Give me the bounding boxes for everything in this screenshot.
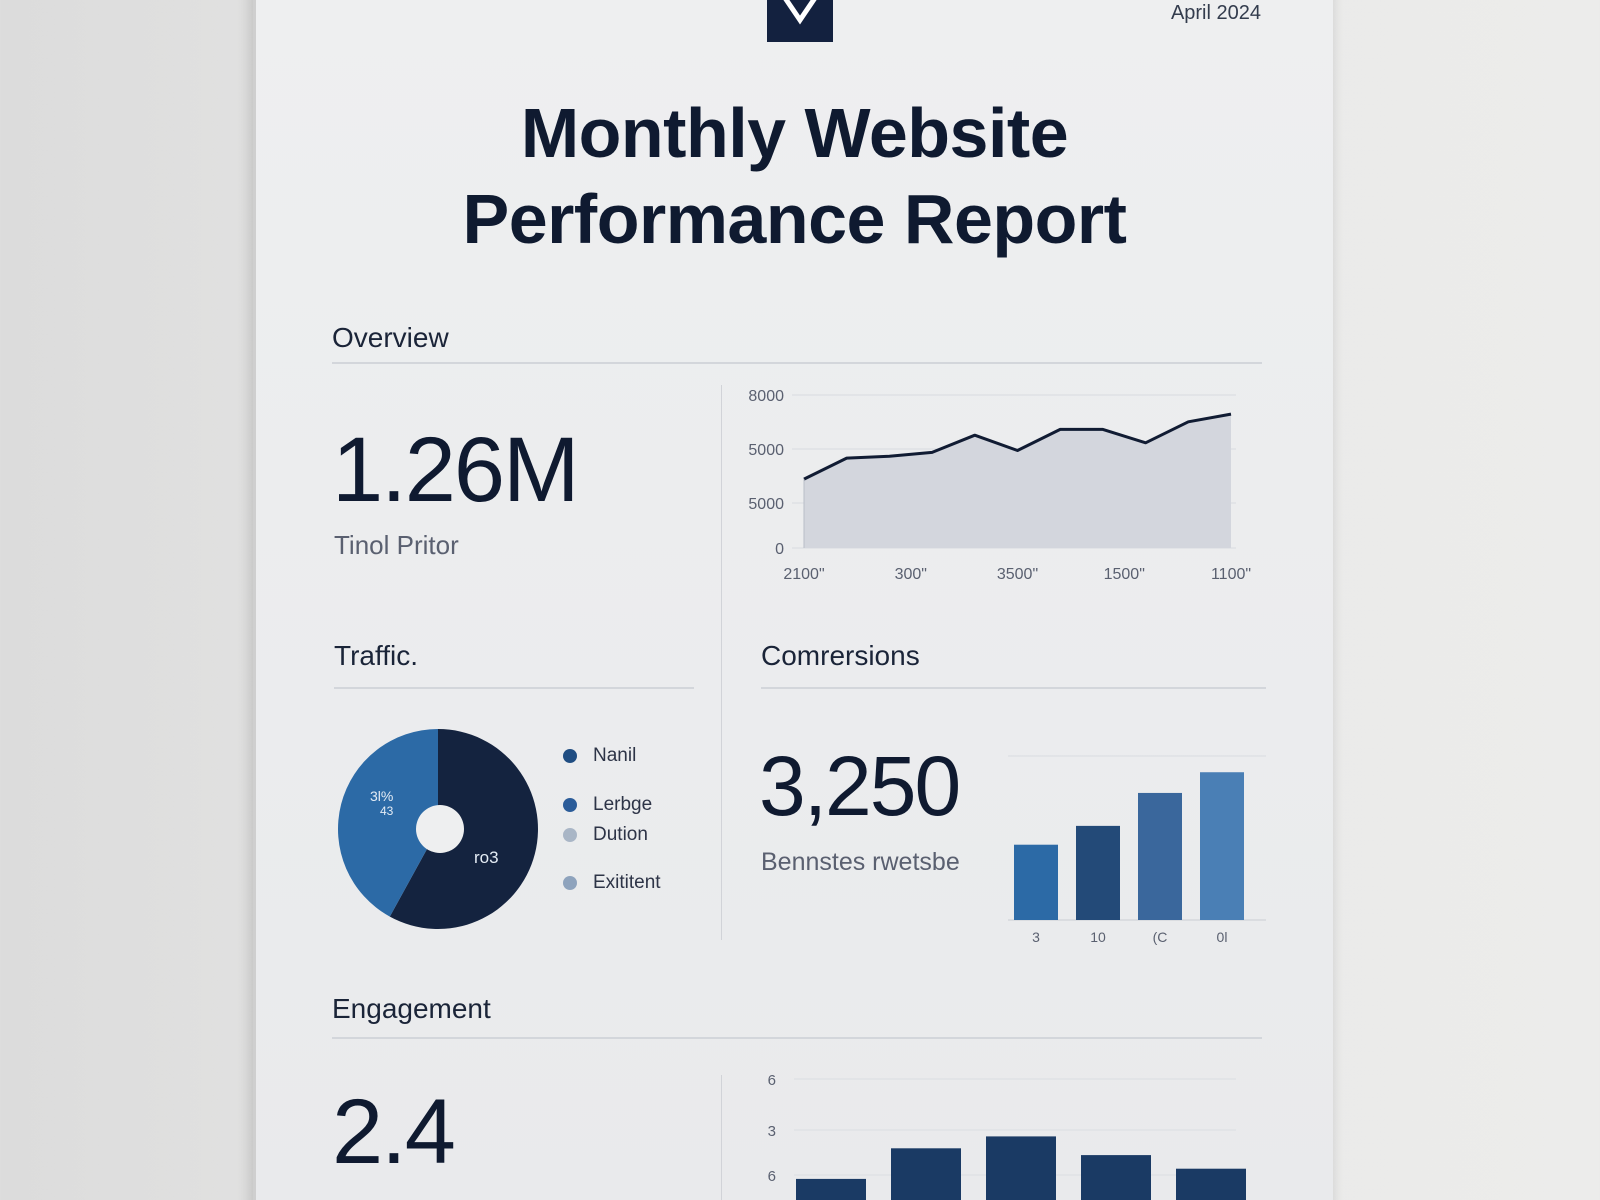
pie-label-right: ro3 [474, 848, 499, 867]
engagement-bar [986, 1136, 1056, 1200]
x-tick-label: 3 [1032, 929, 1040, 945]
legend-item: Nanil [563, 745, 636, 767]
y-tick-label: 5000 [748, 442, 784, 459]
y-tick-label: 5000 [748, 496, 784, 513]
pie-label-left-2: 43 [380, 804, 394, 818]
legend-swatch [563, 828, 577, 842]
traffic-divider [334, 687, 694, 689]
v-logo-icon [783, 0, 817, 25]
conversions-heading: Comrersions [761, 640, 920, 671]
engagement-bar [1081, 1155, 1151, 1200]
conversions-bar-chart: 3 10 (C 0l [1008, 755, 1266, 945]
legend-label: Nanil [593, 745, 637, 766]
x-tick-label: 1500" [1104, 566, 1145, 583]
y-tick-label: 6 [768, 1168, 776, 1185]
traffic-heading: Traffic. [334, 640, 419, 671]
legend-item: Dution [563, 824, 648, 846]
engagement-heading: Engagement [332, 993, 491, 1024]
y-tick-label: 3 [768, 1123, 776, 1140]
legend-item: Exititent [563, 872, 661, 894]
conversions-value: 3,250 [759, 739, 961, 833]
overview-total-label: Tinol Pritor [334, 530, 459, 560]
overview-divider [332, 362, 1262, 364]
legend-label: Dution [593, 824, 648, 845]
report-title: Monthly Website Performance Report [256, 90, 1333, 262]
engagement-divider [332, 1037, 1262, 1039]
overview-area-chart: 8000 5000 5000 0 2100" 300" 3500" 1500" 1100" [748, 388, 1251, 583]
conversions-divider [761, 687, 1266, 689]
conversions-label: Bennstes rwetsbe [761, 848, 960, 876]
x-tick-label: 2100" [783, 566, 824, 583]
pie-label-left-1: 3l% [370, 788, 393, 804]
x-tick-label: 3500" [997, 566, 1038, 583]
overview-heading: Overview [332, 322, 449, 353]
y-tick-label: 6 [768, 1072, 776, 1089]
report-date: April 2024 [1170, 2, 1261, 24]
legend-label: Exititent [593, 872, 661, 893]
title-line-1: Monthly Website [520, 94, 1069, 172]
engagement-bar [796, 1178, 866, 1200]
engagement-bar [1176, 1168, 1246, 1200]
x-tick-label: 300" [895, 566, 927, 583]
conversion-bar [1014, 844, 1058, 920]
x-tick-label: 1100" [1211, 566, 1251, 583]
engagement-bar-chart: 6 3 6 [768, 1072, 1246, 1200]
engagement-column-divider [721, 1075, 722, 1200]
title-line-2: Performance Report [462, 180, 1127, 258]
y-tick-label: 0 [775, 541, 784, 558]
legend-item: Lerbge [563, 794, 652, 816]
traffic-donut-chart: 3l%43 ro3 [337, 729, 538, 929]
legend-label: Lerbge [593, 794, 653, 815]
legend-swatch [563, 798, 577, 812]
conversion-bar [1076, 825, 1120, 920]
donut-hole [416, 805, 464, 853]
overview-total-value: 1.26M [332, 419, 580, 521]
area-fill [804, 414, 1231, 548]
pie-slice-blue [337, 729, 438, 917]
logo [767, 0, 833, 42]
report-poster: April 2024 Monthly Website Performance R… [253, 0, 1333, 1200]
series-line [803, 412, 1232, 481]
legend-swatch [563, 876, 577, 890]
engagement-bar [891, 1148, 961, 1200]
x-tick-label: (C [1153, 929, 1168, 945]
y-tick-label: 8000 [748, 388, 784, 405]
x-tick-label: 10 [1090, 929, 1106, 945]
conversion-bar [1200, 772, 1244, 920]
column-divider [721, 385, 722, 940]
legend-swatch [563, 749, 577, 763]
x-tick-label: 0l [1217, 929, 1228, 945]
engagement-value: 2.4 [332, 1081, 456, 1183]
conversion-bar [1138, 792, 1182, 920]
